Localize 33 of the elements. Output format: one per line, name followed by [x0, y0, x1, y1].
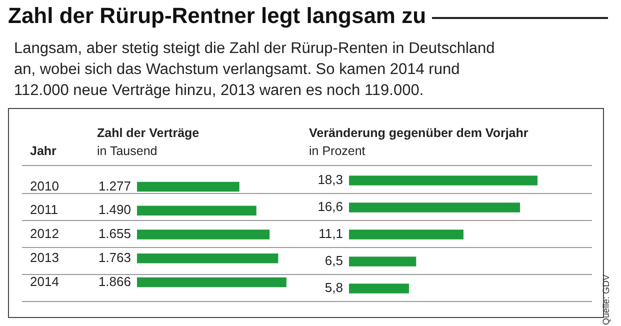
chart-subtitle: in Prozent: [309, 144, 366, 158]
chart-title: Zahl der Verträge: [97, 126, 200, 140]
data-label: 1.655: [98, 226, 131, 242]
bar: [137, 254, 278, 264]
chart-title: Veränderung gegenüber dem Vorjahr: [309, 126, 528, 140]
source-note: Quelle: GDV: [601, 273, 611, 325]
y-tick-label: 2011: [30, 202, 58, 218]
bar: [137, 277, 286, 288]
y-axis-title: Jahr: [30, 144, 56, 158]
y-tick-label: 2014: [30, 274, 59, 289]
bar: [349, 230, 464, 240]
text: Langsam, aber stetig steigt die Zahl der Rürup-Renten in Deutschland an, wobei sich das Wachstum verlangsamt. So kamen 2014 rund 112.000 neue Verträge hinzu, 2013 waren es noch 119.000.: [14, 39, 496, 101]
bar: [349, 176, 538, 186]
data-label: 11,1: [318, 226, 343, 242]
bar: [349, 202, 520, 212]
data-label: 16,6: [318, 199, 343, 214]
text: Zahl der Rürup-Rentner legt langsam zu: [8, 3, 426, 29]
bar: [137, 206, 256, 216]
data-label: 1.763: [98, 250, 131, 265]
data-label: 6,5: [324, 253, 343, 268]
data-label: 18,3: [318, 172, 343, 188]
data-label: 1.866: [98, 274, 131, 289]
chart-subtitle: in Tausend: [97, 144, 158, 158]
bar: [137, 230, 270, 240]
data-label: 5,8: [324, 280, 343, 296]
data-label: 1.277: [98, 178, 131, 194]
y-tick-label: 2012: [30, 226, 59, 242]
bar: [137, 182, 240, 192]
y-tick-label: 2013: [30, 250, 59, 265]
bar: [349, 256, 416, 266]
y-tick-label: 2010: [30, 178, 59, 194]
data-label: 1.490: [98, 202, 131, 218]
bar: [349, 284, 409, 294]
